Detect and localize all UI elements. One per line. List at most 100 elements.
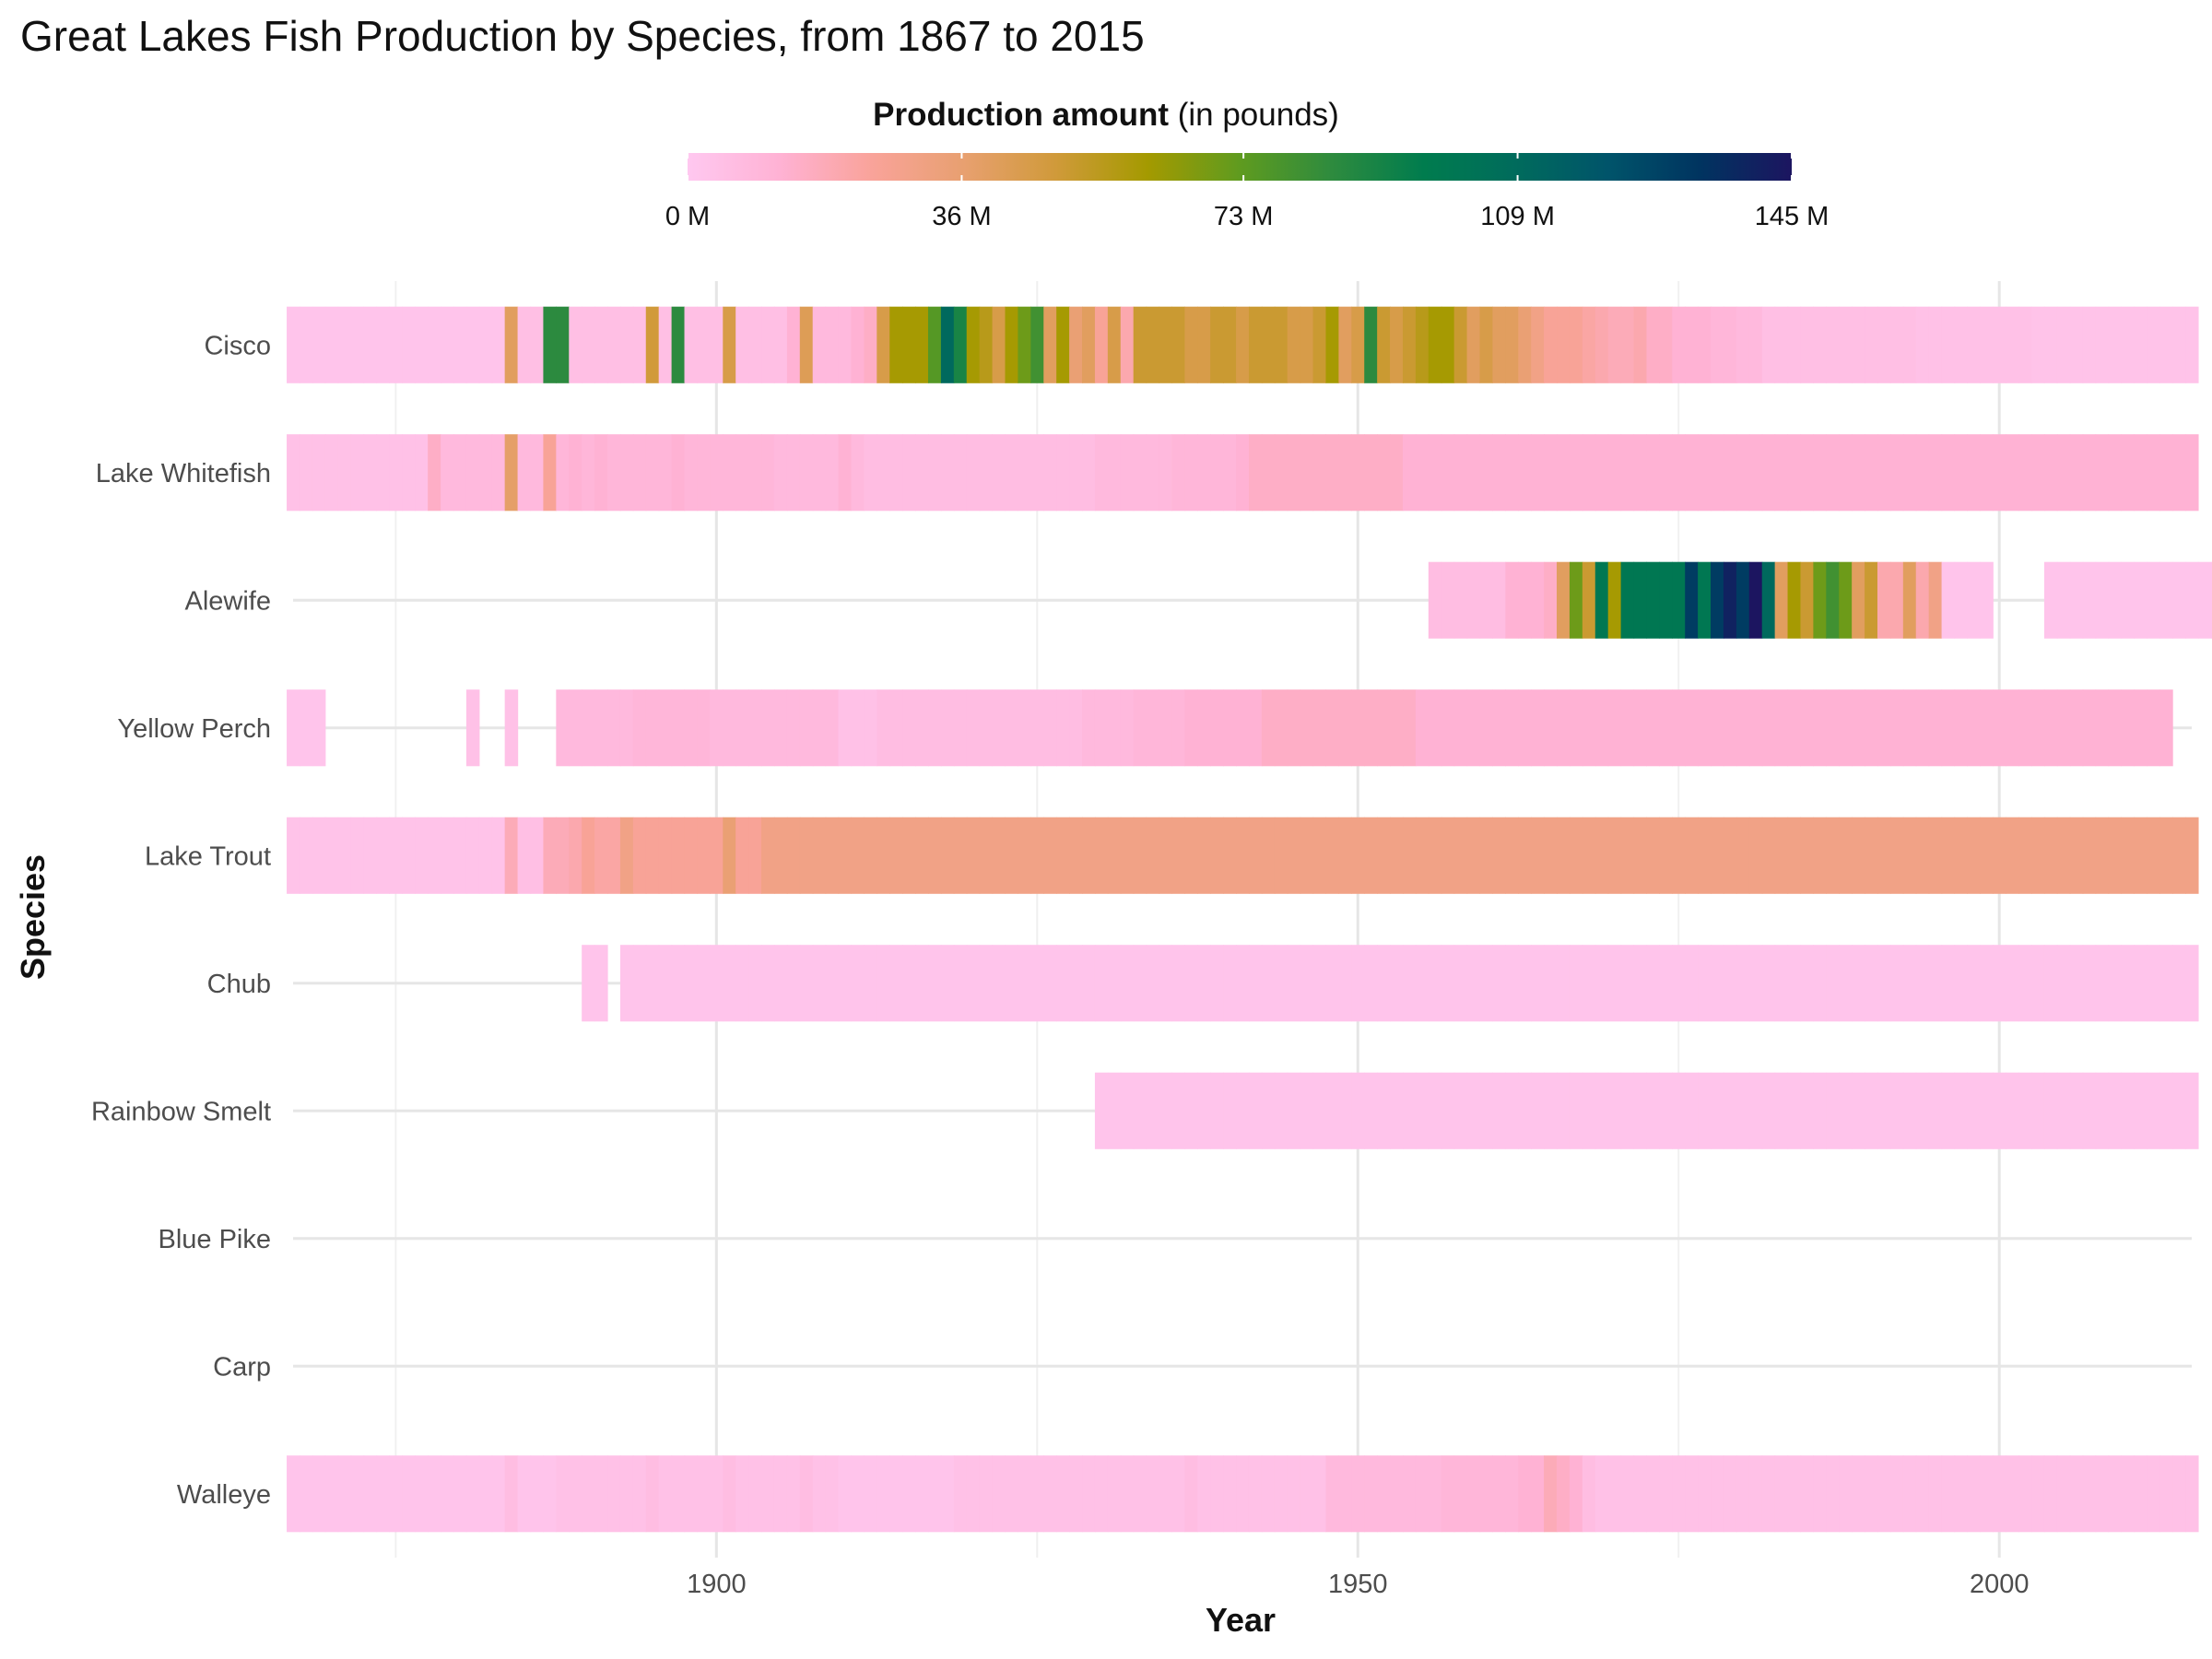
heatmap-tile [953, 817, 968, 894]
heatmap-tile [324, 434, 339, 512]
heatmap-tile [1479, 561, 1494, 639]
heatmap-tile [1711, 817, 1724, 894]
heatmap-tile [1005, 817, 1019, 894]
heatmap-tile [491, 434, 506, 512]
heatmap-tile [1544, 817, 1558, 894]
heatmap-tile [1735, 434, 1750, 512]
heatmap-tile [619, 945, 634, 1022]
heatmap-tile [504, 817, 519, 894]
heatmap-tile [966, 689, 981, 767]
heatmap-tile [1210, 817, 1224, 894]
heatmap-tile [1338, 689, 1352, 767]
heatmap-tile [1351, 1455, 1365, 1533]
legend-tick-label: 36 M [932, 202, 991, 231]
heatmap-tile [2134, 1072, 2147, 1149]
heatmap-tile [569, 1455, 582, 1533]
heatmap-tile [2082, 689, 2097, 767]
heatmap-tile [1711, 306, 1724, 383]
heatmap-tile [1698, 945, 1712, 1022]
heatmap-tile [2043, 561, 2058, 639]
heatmap-tile [1889, 1455, 1904, 1533]
heatmap-tile [851, 434, 865, 512]
heatmap-tile [1748, 306, 1763, 383]
heatmap-tile [1557, 434, 1571, 512]
heatmap-tile [915, 945, 929, 1022]
heatmap-tile [1312, 434, 1327, 512]
heatmap-tile [1505, 945, 1519, 1022]
heatmap-tile [723, 1455, 736, 1533]
heatmap-tile [2095, 945, 2110, 1022]
heatmap-tile [889, 945, 903, 1022]
heatmap-tile [1325, 1072, 1339, 1149]
heatmap-tile [2056, 561, 2071, 639]
heatmap-tile [363, 306, 378, 383]
heatmap-tile [902, 689, 916, 767]
heatmap-tile [1428, 689, 1442, 767]
legend-tick-label: 0 M [665, 202, 710, 231]
heatmap-tile [979, 1455, 994, 1533]
heatmap-tile [1646, 689, 1660, 767]
heatmap-tile [2095, 306, 2110, 383]
heatmap-tile [697, 1455, 711, 1533]
heatmap-tile [1748, 945, 1763, 1022]
heatmap-tile [1120, 689, 1135, 767]
heatmap-tile [1133, 1072, 1147, 1149]
heatmap-tile [1774, 945, 1789, 1022]
heatmap-tile [1415, 817, 1430, 894]
heatmap-tile [1171, 945, 1185, 1022]
heatmap-tile [1800, 689, 1814, 767]
heatmap-tile [1428, 1455, 1442, 1533]
heatmap-tile [1069, 817, 1083, 894]
heatmap-tile [607, 306, 621, 383]
x-tick-label: 1900 [687, 1570, 747, 1599]
heatmap-tile [1197, 434, 1211, 512]
heatmap-tile [1723, 689, 1737, 767]
heatmap-tile [2095, 1455, 2110, 1533]
heatmap-tile [1800, 561, 1814, 639]
heatmap-tile [569, 434, 582, 512]
heatmap-tile [851, 817, 865, 894]
heatmap-tile [287, 434, 300, 512]
x-tick-label: 1950 [1328, 1570, 1388, 1599]
heatmap-tile [825, 817, 840, 894]
heatmap-tile [1800, 434, 1814, 512]
heatmap-tile [428, 817, 441, 894]
heatmap-tile [966, 434, 981, 512]
heatmap-tile [1120, 1072, 1135, 1149]
heatmap-tile [1967, 1455, 1981, 1533]
heatmap-tile [517, 1455, 532, 1533]
heatmap-tile [1094, 434, 1109, 512]
heatmap-tile [889, 306, 903, 383]
heatmap-tile [1698, 434, 1712, 512]
heatmap-tile [1967, 945, 1981, 1022]
heatmap-tile [658, 945, 673, 1022]
heatmap-tile [1826, 689, 1840, 767]
heatmap-tile [1659, 434, 1673, 512]
heatmap-tile [1428, 306, 1442, 383]
heatmap-tile [2121, 817, 2135, 894]
heatmap-tile [735, 817, 749, 894]
heatmap-tile [799, 817, 814, 894]
heatmap-tile [671, 1455, 686, 1533]
heatmap-tile [1761, 945, 1776, 1022]
heatmap-tile [491, 1455, 506, 1533]
heatmap-tile [1735, 1455, 1750, 1533]
heatmap-tile [1877, 689, 1891, 767]
heatmap-tile [543, 434, 557, 512]
heatmap-tile [1159, 817, 1173, 894]
heatmap-tile [1453, 306, 1468, 383]
heatmap-tile [1364, 817, 1378, 894]
heatmap-tile [1569, 1072, 1583, 1149]
heatmap-tile [1569, 306, 1583, 383]
heatmap-tile [594, 434, 608, 512]
heatmap-tile [2043, 689, 2058, 767]
heatmap-tile [1453, 689, 1468, 767]
heatmap-tile [1800, 306, 1814, 383]
y-tick-label: Lake Whitefish [96, 459, 271, 488]
heatmap-tile [1735, 689, 1750, 767]
heatmap-tile [530, 817, 545, 894]
heatmap-tile [2159, 1072, 2173, 1149]
heatmap-tile [723, 306, 736, 383]
heatmap-tile [645, 1455, 660, 1533]
